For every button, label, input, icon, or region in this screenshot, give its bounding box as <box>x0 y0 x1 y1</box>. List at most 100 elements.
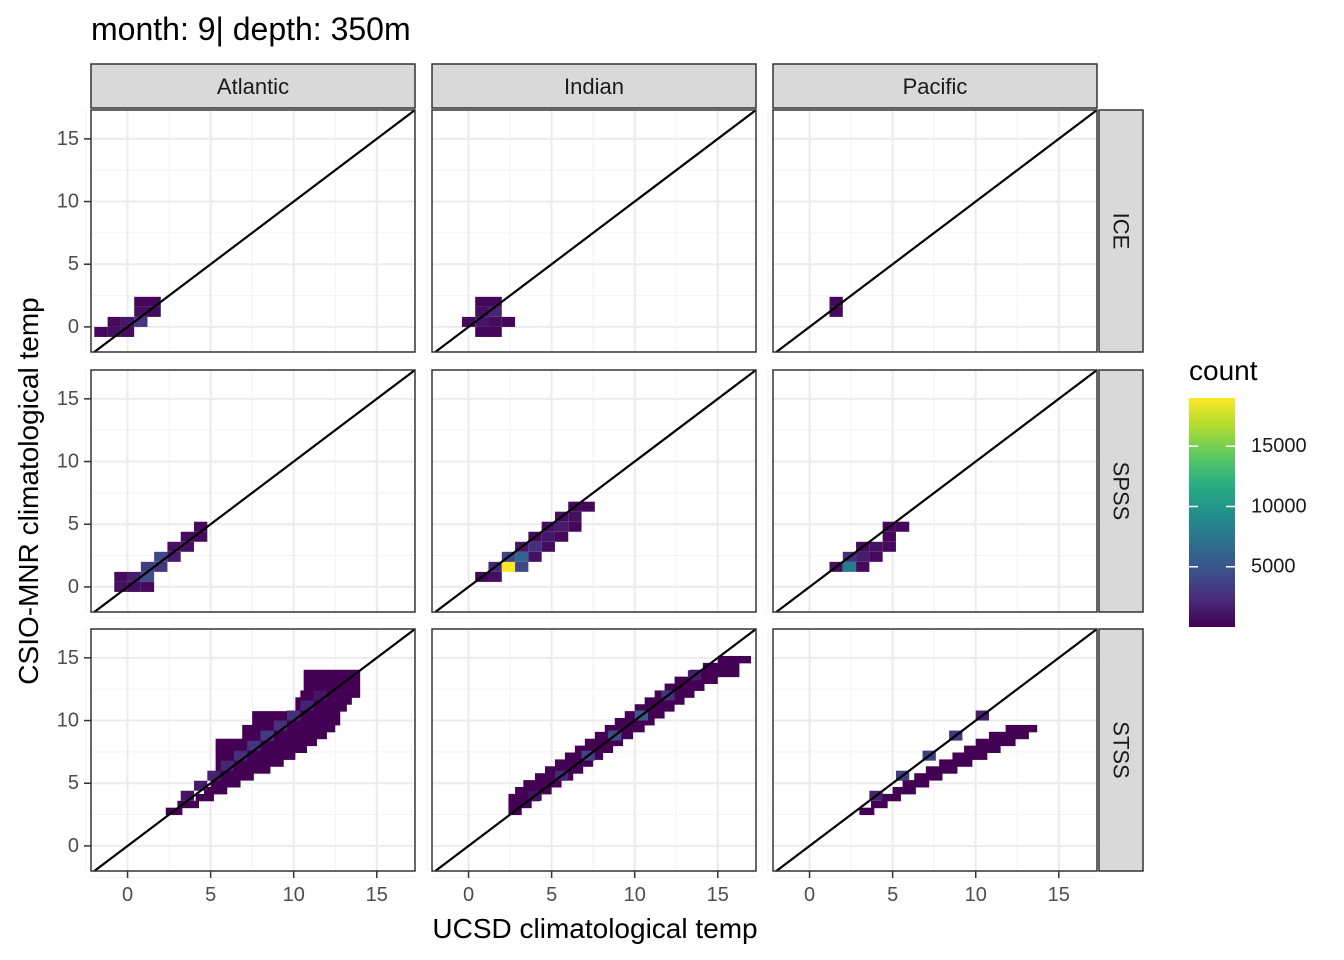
heatmap-region <box>215 766 271 774</box>
facet-strip-label: ICE <box>1109 213 1134 250</box>
heatmap-bin <box>300 700 314 711</box>
heatmap-region <box>195 793 214 802</box>
panel-border <box>772 109 1098 353</box>
x-axis-title: UCSD climatological temp <box>432 913 757 944</box>
panel-stss-pacific: 0 5 10 15 <box>767 628 1098 906</box>
facet-strip-indian <box>431 63 757 109</box>
heatmap-bin <box>194 521 208 532</box>
heatmap-bin <box>829 306 843 317</box>
chart-title: month: 9| depth: 350m <box>91 11 411 47</box>
heatmap-bin <box>127 581 141 592</box>
identity-line <box>434 369 757 613</box>
heatmap-bin <box>515 561 529 572</box>
heatmap-bin <box>127 571 141 582</box>
x-tick-label: 15 <box>1048 884 1070 906</box>
heatmap-bin <box>461 316 476 327</box>
x-tick-label: 5 <box>546 884 557 906</box>
identity-line <box>775 628 1098 872</box>
heatmap-region <box>634 704 675 712</box>
heatmap-region <box>689 669 740 678</box>
heatmap-bin <box>107 316 121 327</box>
heatmap-bin <box>475 316 489 327</box>
panel-border <box>772 369 1098 613</box>
heatmap-bin <box>475 326 489 337</box>
heatmap-region <box>210 780 241 788</box>
heatmap-region <box>664 683 705 691</box>
panel-spss-pacific <box>767 369 1098 619</box>
identity-line <box>93 109 416 353</box>
heatmap-bin <box>147 296 161 307</box>
facet-strip-label: Indian <box>564 74 624 99</box>
facet-strip-label: Pacific <box>903 74 968 99</box>
panel-border <box>431 628 757 872</box>
facet-panels: Atlantic Indian Pacific ICE SPSS STSS 0 5 10 15 0 5… <box>57 63 1144 906</box>
y-tick-label: 15 <box>57 388 79 410</box>
y-tick-label: 0 <box>68 835 79 857</box>
heatmap-region <box>554 759 594 767</box>
heatmap-region <box>242 731 327 740</box>
heatmap-region <box>252 718 341 726</box>
heatmap-region <box>303 676 361 685</box>
heatmap-bin <box>207 770 221 781</box>
heatmap-bin <box>273 720 288 731</box>
heatmap-bin <box>140 571 155 582</box>
heatmap-bin <box>554 531 569 542</box>
heatmap-region <box>295 697 352 705</box>
panel-ice-atlantic: 0 5 10 15 <box>57 109 416 359</box>
panel-border <box>90 369 416 613</box>
heatmap-bin <box>488 326 502 337</box>
y-axis-title: CSIO-MNR climatological temp <box>13 297 44 684</box>
y-tick-label: 10 <box>57 451 79 473</box>
heatmap-region <box>544 766 584 774</box>
legend-colorbar <box>1189 398 1235 627</box>
facet-strip-label: Atlantic <box>217 74 289 99</box>
panel-border <box>431 369 757 613</box>
panel-stss-atlantic: 0 5 10 15 0 5 10 15 <box>57 628 416 906</box>
heatmap-bin <box>829 296 843 307</box>
heatmap-bin <box>501 316 516 327</box>
heatmap-bin <box>869 541 883 552</box>
legend-break-label: 15000 <box>1251 435 1307 457</box>
heatmap-bin <box>488 296 502 307</box>
heatmap-region <box>975 738 1016 747</box>
heatmap-bin <box>107 326 121 337</box>
y-tick-label: 5 <box>68 513 79 535</box>
heatmap-bin <box>856 561 870 572</box>
heatmap-bin <box>114 581 128 592</box>
heatmap-bin <box>541 541 555 552</box>
heatmap-bin <box>541 531 555 542</box>
heatmap-region <box>508 793 540 802</box>
x-tick-label: 15 <box>366 884 388 906</box>
heatmap-bin <box>114 571 128 582</box>
heatmap-bin <box>180 790 195 801</box>
heatmap-region <box>1005 724 1038 733</box>
panel-spss-atlantic: 0 5 10 15 <box>57 369 416 619</box>
heatmap-bin <box>581 501 595 512</box>
heatmap-bin <box>475 296 489 307</box>
facet-strip-ice <box>1098 109 1144 353</box>
heatmap-bin <box>260 730 274 741</box>
y-tick-label: 15 <box>57 128 79 150</box>
y-tick-label: 5 <box>68 772 79 794</box>
heatmap-bin <box>233 750 248 761</box>
heatmap-region <box>203 786 228 795</box>
heatmap-bin <box>488 316 502 327</box>
legend-break-label: 10000 <box>1251 495 1307 517</box>
heatmap-region <box>177 800 199 809</box>
heatmap-region <box>914 773 943 781</box>
heatmap-region <box>989 731 1029 740</box>
heatmap-bin <box>147 306 161 317</box>
y-tick-label: 0 <box>68 576 79 598</box>
heatmap-region <box>303 683 361 691</box>
y-tick-label: 5 <box>68 253 79 275</box>
heatmap-region <box>925 766 958 774</box>
heatmap-region <box>892 786 916 795</box>
heatmap-bin <box>475 306 489 317</box>
heatmap-region <box>871 800 888 809</box>
heatmap-bin <box>568 521 582 532</box>
x-tick-label: 10 <box>965 884 987 906</box>
identity-line <box>775 369 1098 613</box>
heatmap-region <box>702 662 740 671</box>
heatmap-region <box>881 793 901 802</box>
facet-strip-spss <box>1098 369 1144 613</box>
